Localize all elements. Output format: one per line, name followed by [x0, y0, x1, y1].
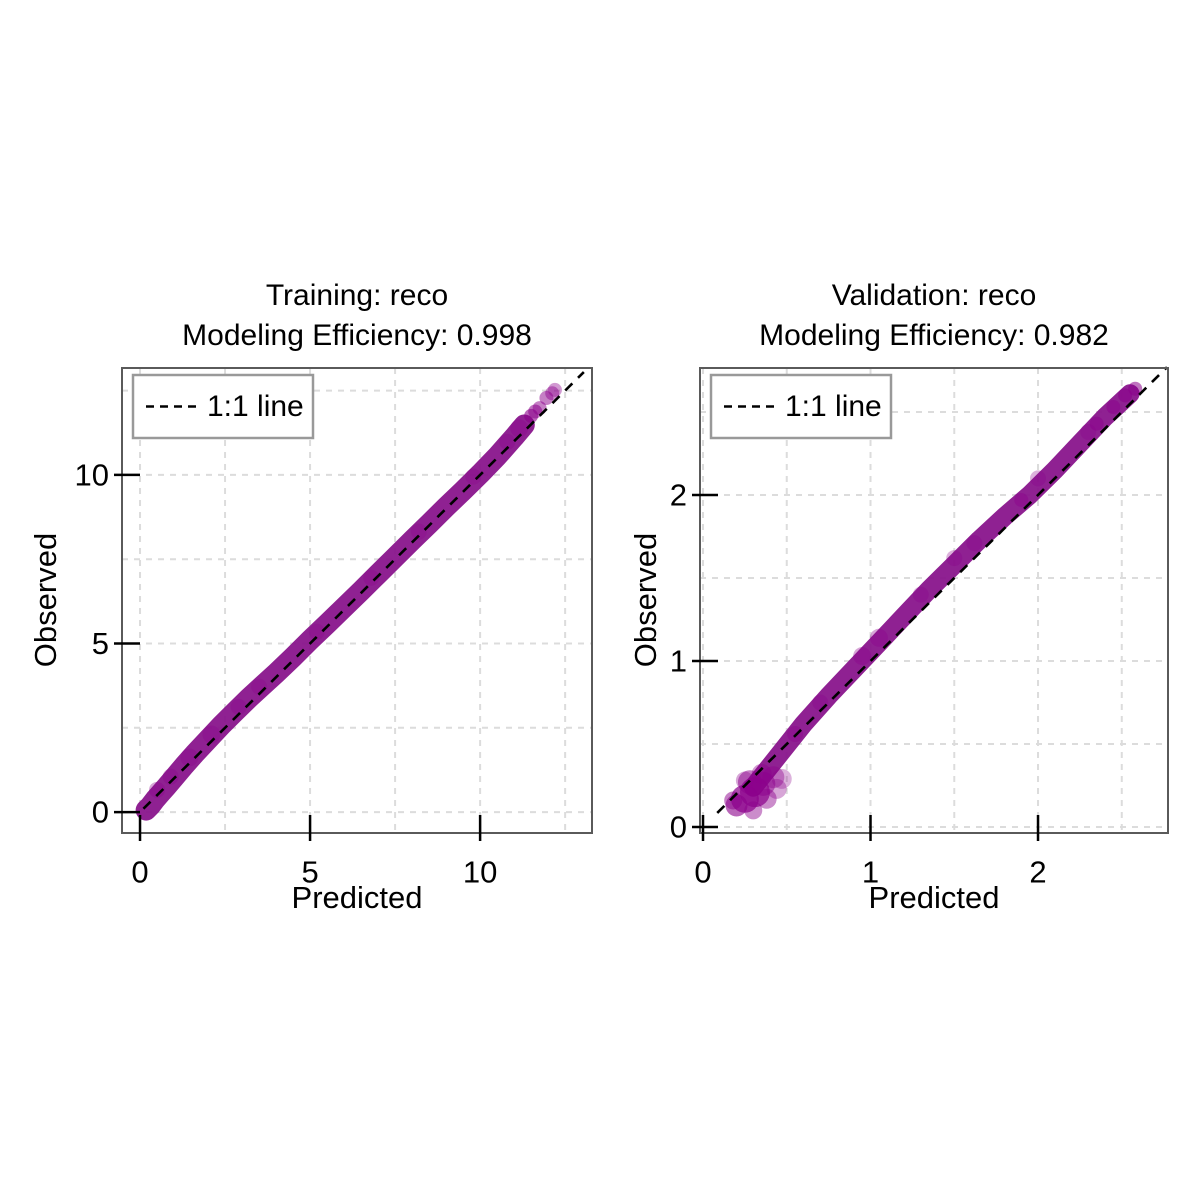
validation-plot-box [699, 367, 1169, 834]
training-scatter-point [410, 523, 427, 540]
validation-title-line2: Modeling Efficiency: 0.982 [759, 319, 1109, 352]
validation-cluster-point [744, 801, 763, 820]
validation-ytick-label: 2 [670, 477, 687, 512]
training-xtick-label: 5 [301, 854, 318, 889]
validation-scatter-point [869, 628, 888, 647]
training-xtick-label: 10 [463, 854, 497, 889]
validation-xtick-label: 0 [694, 854, 711, 889]
validation-cluster-point [766, 778, 787, 799]
training-title: Training: reco Modeling Efficiency: 0.99… [122, 276, 592, 356]
training-xlabel: Predicted [291, 880, 423, 915]
validation-scatter-point [812, 694, 829, 711]
validation-identity-line [716, 366, 1168, 814]
training-scatter-point [180, 748, 199, 767]
training-scatter-point [363, 569, 380, 586]
validation-scatter-point [1030, 470, 1047, 487]
validation-cluster-point [751, 763, 772, 784]
training-ytick-label: 0 [92, 795, 109, 830]
training-legend-label: 1:1 line [207, 390, 304, 423]
validation-outlier-point [1089, 416, 1104, 431]
validation-xlabel: Predicted [868, 880, 1000, 915]
training-ylabel: Observed [28, 532, 63, 668]
validation-scatter-point [946, 550, 963, 567]
validation-title: Validation: reco Modeling Efficiency: 0.… [700, 276, 1168, 356]
validation-xtick-label: 2 [1029, 854, 1046, 889]
training-scatter-point [230, 698, 247, 715]
validation-outlier-point [1128, 381, 1143, 396]
training-scatter-point [510, 419, 529, 438]
training-identity-line [142, 371, 585, 810]
validation-scatter-band [743, 384, 1140, 797]
training-scatter-point [308, 623, 325, 640]
training-scatter-point [465, 468, 482, 485]
training-title-line1: Training: reco [265, 279, 449, 312]
validation-outlier-point [1014, 492, 1029, 507]
training-outlier-point [539, 391, 554, 406]
validation-ytick-label: 1 [670, 644, 687, 679]
training-title-line2: Modeling Efficiency: 0.998 [182, 319, 532, 352]
validation-scatter-point [966, 535, 983, 552]
training-scatter-point [162, 768, 179, 785]
training-ytick-label: 10 [75, 457, 109, 492]
training-scatter-point [499, 433, 516, 450]
training-outlier-point [545, 386, 560, 401]
validation-title-line1: Validation: reco [831, 279, 1037, 312]
validation-cluster-point [724, 791, 743, 810]
training-xtick-label: 0 [131, 854, 148, 889]
training-ytick-label: 5 [92, 626, 109, 661]
training-outlier-point [547, 382, 562, 397]
validation-legend-label: 1:1 line [785, 390, 882, 423]
training-scatter-point [149, 781, 166, 798]
validation-scatter-point [853, 647, 872, 666]
validation-xtick-label: 1 [862, 854, 879, 889]
validation-cluster-point [756, 788, 777, 809]
training-plot-box [121, 367, 593, 834]
validation-cluster-point [771, 768, 792, 789]
validation-ytick-label: 0 [670, 810, 687, 845]
validation-scatter-point [912, 586, 929, 603]
validation-cluster-point [762, 766, 785, 789]
validation-outlier-point [1118, 388, 1133, 403]
validation-cluster-point [751, 771, 776, 796]
training-scatter-point [202, 725, 221, 744]
validation-ylabel: Observed [628, 532, 663, 668]
validation-outlier-point [1106, 400, 1121, 415]
validation-cluster-point [735, 771, 754, 790]
